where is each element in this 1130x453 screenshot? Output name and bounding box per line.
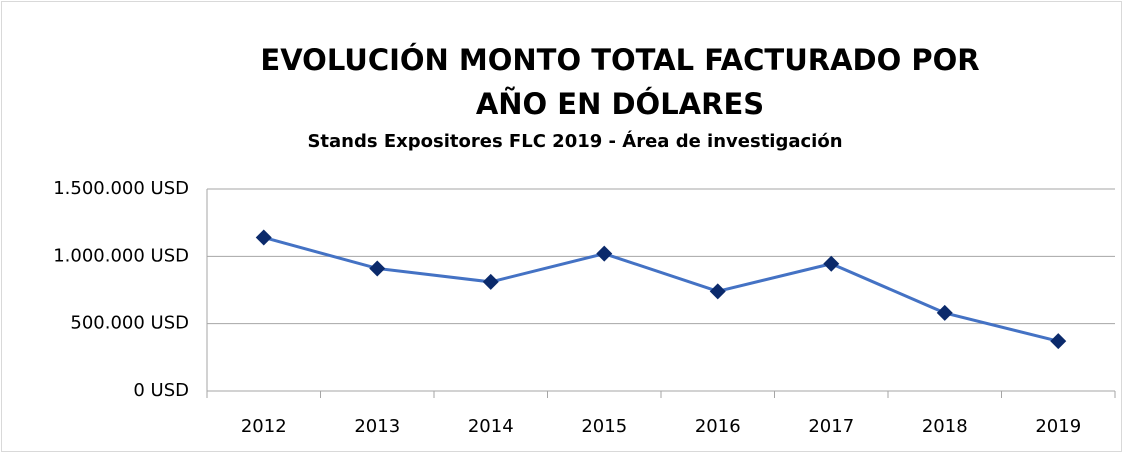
data-point: [255, 229, 272, 246]
x-tick-label: 2012: [241, 416, 287, 437]
y-tick-label: 1.000.000 USD: [53, 245, 189, 266]
data-point: [709, 283, 726, 300]
x-tick-label: 2014: [468, 416, 514, 437]
x-tick-label: 2017: [808, 416, 854, 437]
series-line: [263, 236, 1059, 343]
data-point: [823, 255, 840, 272]
x-tick-label: 2019: [1035, 416, 1081, 437]
data-point: [482, 273, 499, 290]
data-point: [369, 260, 386, 277]
y-tick-label: 0 USD: [133, 380, 189, 401]
y-tick-label: 500.000 USD: [70, 313, 189, 334]
data-point: [936, 304, 953, 321]
x-tick-label: 2016: [695, 416, 741, 437]
x-tick-label: 2013: [354, 416, 400, 437]
x-tick-label: 2018: [922, 416, 968, 437]
data-point: [596, 245, 613, 262]
chart-subtitle: Stands Expositores FLC 2019 - Área de in…: [307, 131, 843, 152]
data-point: [1050, 333, 1067, 350]
y-tick-label: 1.500.000 USD: [53, 178, 189, 199]
x-tick-label: 2015: [581, 416, 627, 437]
chart-title: EVOLUCIÓN MONTO TOTAL FACTURADO POR AÑO …: [260, 43, 980, 121]
